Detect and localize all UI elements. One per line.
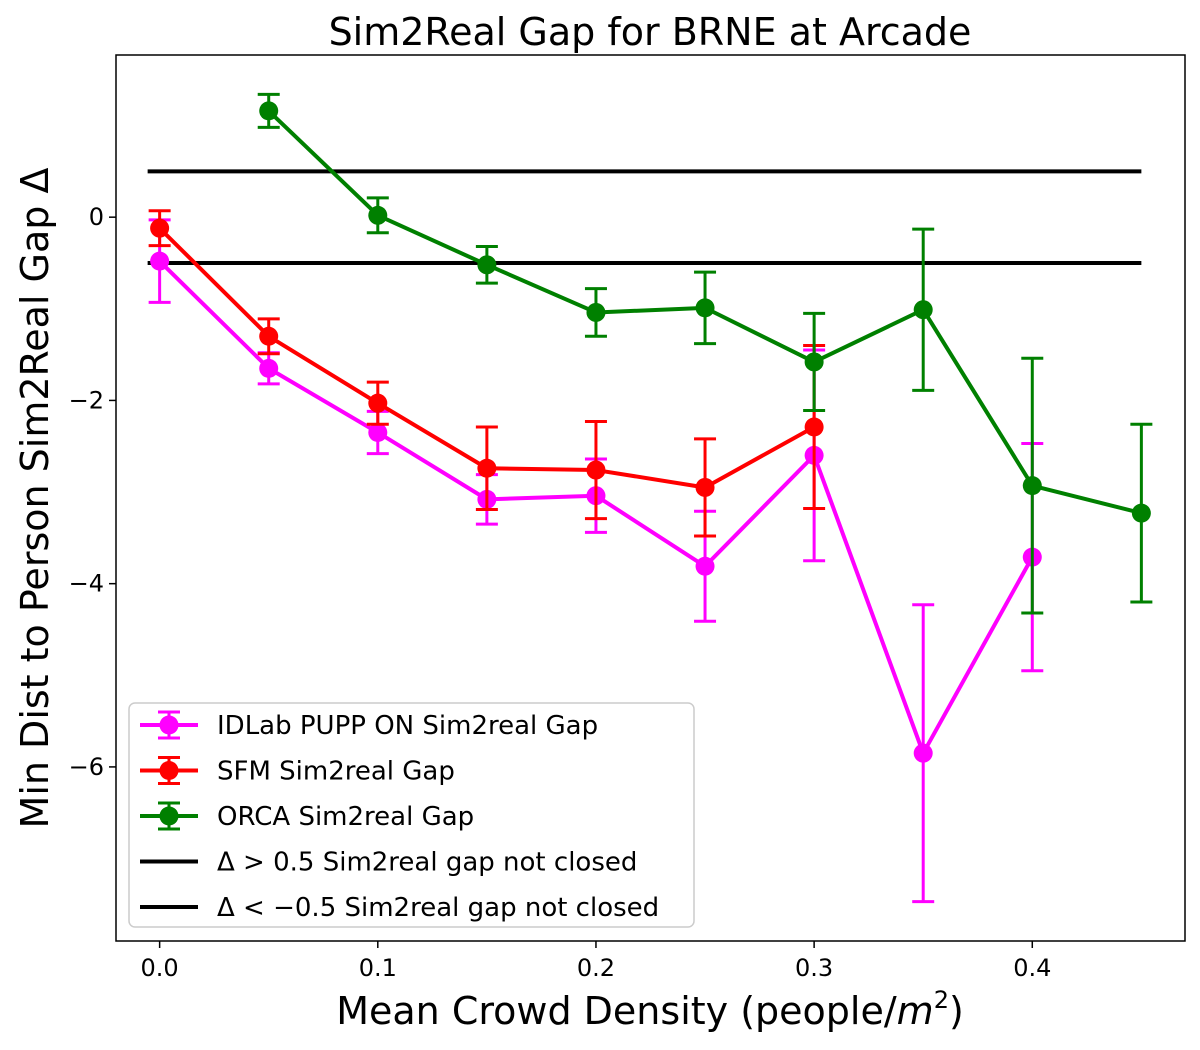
x-axis: 0.0 0.1 0.2 0.3 0.4 xyxy=(141,941,1051,982)
data-point-1-0 xyxy=(150,218,170,238)
y-axis-label: Min Dist to Person Sim2Real Gap Δ xyxy=(13,168,57,829)
x-tick-label-4: 0.4 xyxy=(1013,954,1051,982)
legend-swatch-marker-1 xyxy=(159,761,179,780)
y-tick-label-3: −6 xyxy=(69,753,104,781)
data-point-2-5 xyxy=(804,352,824,372)
x-axis-label-exponent: 2 xyxy=(934,986,949,1014)
y-tick-label-0: 0 xyxy=(89,203,104,231)
legend-swatch-marker-0 xyxy=(159,715,179,735)
legend-entry-1: SFM Sim2real Gap xyxy=(140,756,455,787)
legend-swatch-marker-2 xyxy=(159,806,179,826)
data-point-0-1 xyxy=(259,358,279,378)
series-1 xyxy=(148,209,826,538)
y-tick-label-2: −4 xyxy=(69,570,104,598)
data-point-0-7 xyxy=(913,743,933,763)
series-2 xyxy=(257,92,1153,615)
data-point-2-2 xyxy=(477,255,497,275)
x-axis-label-text: Mean Crowd Density (people/ xyxy=(336,989,897,1033)
legend-label-3: Δ > 0.5 Sim2real gap not closed xyxy=(217,848,637,878)
data-point-1-5 xyxy=(695,477,715,497)
data-point-1-4 xyxy=(586,460,606,480)
y-axis: 0 −2 −4 −6 xyxy=(69,203,116,781)
data-point-2-4 xyxy=(695,298,715,318)
legend-label-4: Δ < −0.5 Sim2real gap not closed xyxy=(217,893,659,923)
legend-label-1: SFM Sim2real Gap xyxy=(217,757,455,787)
data-point-2-8 xyxy=(1131,503,1151,523)
legend-label-0: IDLab PUPP ON Sim2real Gap xyxy=(217,711,598,741)
legend: IDLab PUPP ON Sim2real Gap SFM Sim2real G… xyxy=(128,702,695,928)
data-point-1-1 xyxy=(259,326,279,346)
x-axis-label: Mean Crowd Density (people/m2) xyxy=(336,986,964,1033)
plot-area xyxy=(147,92,1153,904)
x-axis-label-unit: m xyxy=(897,989,934,1033)
legend-entry-3: Δ > 0.5 Sim2real gap not closed xyxy=(140,848,637,878)
legend-label-2: ORCA Sim2real Gap xyxy=(217,802,474,832)
legend-entry-0: IDLab PUPP ON Sim2real Gap xyxy=(140,710,598,741)
data-point-1-2 xyxy=(368,393,388,413)
chart-title: Sim2Real Gap for BRNE at Arcade xyxy=(329,10,972,54)
data-point-1-6 xyxy=(804,417,824,437)
x-axis-label-close: ) xyxy=(949,989,964,1033)
plot-frame xyxy=(115,54,1186,942)
data-point-2-3 xyxy=(586,302,606,322)
data-point-1-3 xyxy=(477,458,497,478)
x-tick-label-3: 0.3 xyxy=(795,954,833,982)
x-tick-label-0: 0.0 xyxy=(141,954,179,982)
x-tick-label-2: 0.2 xyxy=(577,954,615,982)
y-tick-label-1: −2 xyxy=(69,386,104,414)
data-point-2-0 xyxy=(259,101,279,121)
data-point-2-6 xyxy=(913,300,933,320)
data-point-0-2 xyxy=(368,422,388,442)
data-point-2-1 xyxy=(368,205,388,225)
data-point-0-5 xyxy=(695,556,715,576)
data-point-0-0 xyxy=(150,251,170,271)
legend-entry-2: ORCA Sim2real Gap xyxy=(140,801,474,832)
legend-entry-4: Δ < −0.5 Sim2real gap not closed xyxy=(140,893,659,923)
data-point-2-7 xyxy=(1022,476,1042,496)
legend-box xyxy=(128,702,695,928)
x-tick-label-1: 0.1 xyxy=(359,954,397,982)
